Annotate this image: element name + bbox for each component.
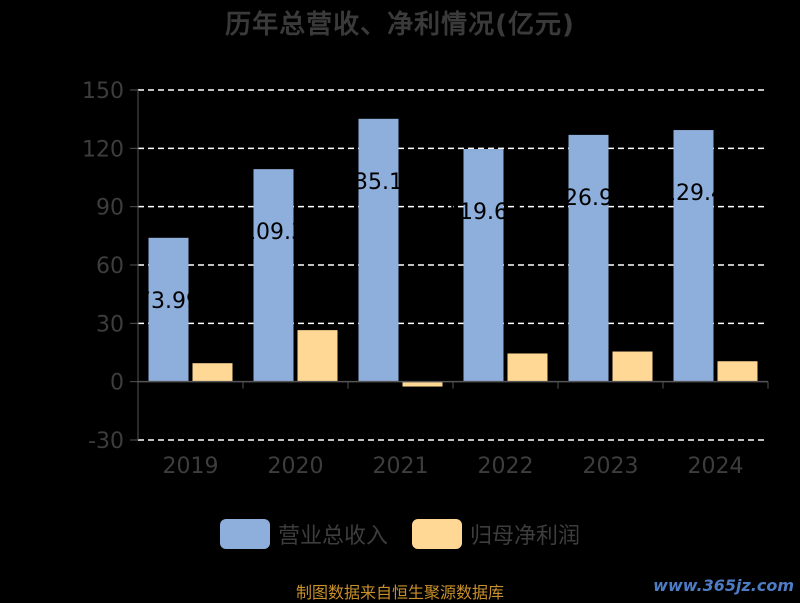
legend-label-revenue: 营业总收入	[277, 524, 388, 549]
data-label-revenue: 129.4	[662, 181, 725, 206]
y-tick-label: 0	[110, 371, 124, 396]
y-tick-label: -30	[88, 429, 124, 454]
bar-revenue	[673, 130, 714, 382]
y-tick-label: 150	[82, 79, 124, 104]
bar-revenue	[463, 149, 504, 382]
chart-title: 历年总营收、净利情况(亿元)	[225, 10, 575, 40]
y-tick-label: 60	[96, 254, 124, 279]
legend-swatch-net-profit	[412, 519, 462, 549]
bar-net-profit	[612, 351, 653, 382]
data-label-revenue: 109.3	[242, 220, 305, 245]
data-source-note: 制图数据来自恒生聚源数据库	[295, 583, 504, 602]
x-tick-label: 2021	[373, 454, 429, 479]
x-tick-label: 2023	[583, 454, 639, 479]
x-tick-label: 2022	[478, 454, 534, 479]
data-label-revenue: 126.92	[550, 186, 627, 211]
bar-net-profit	[717, 361, 758, 382]
bar-revenue	[253, 169, 294, 382]
x-tick-label: 2019	[163, 454, 219, 479]
bar-net-profit	[402, 381, 443, 387]
y-tick-label: 30	[96, 312, 124, 337]
y-tick-label: 90	[96, 196, 124, 221]
data-label-revenue: 135.19	[340, 170, 417, 195]
data-label-revenue: 119.63	[445, 200, 522, 225]
bar-net-profit	[507, 353, 548, 382]
legend-item-revenue[interactable]: 营业总收入	[219, 518, 388, 550]
x-tick-label: 2020	[268, 454, 324, 479]
bar-net-profit	[297, 330, 338, 382]
legend-label-net-profit: 归母净利润	[470, 524, 581, 549]
bar-revenue	[148, 237, 189, 382]
bar-revenue	[568, 134, 609, 382]
bar-revenue	[358, 118, 399, 382]
bar-net-profit	[192, 363, 233, 382]
chart-legend: 营业总收入 归母净利润	[0, 518, 800, 550]
legend-item-net-profit[interactable]: 归母净利润	[412, 518, 580, 550]
legend-swatch-revenue	[219, 519, 270, 549]
y-tick-label: 120	[82, 137, 124, 162]
data-label-revenue: 73.99	[137, 289, 200, 314]
x-tick-label: 2024	[688, 454, 744, 479]
watermark: www.365jz.com	[653, 576, 794, 595]
